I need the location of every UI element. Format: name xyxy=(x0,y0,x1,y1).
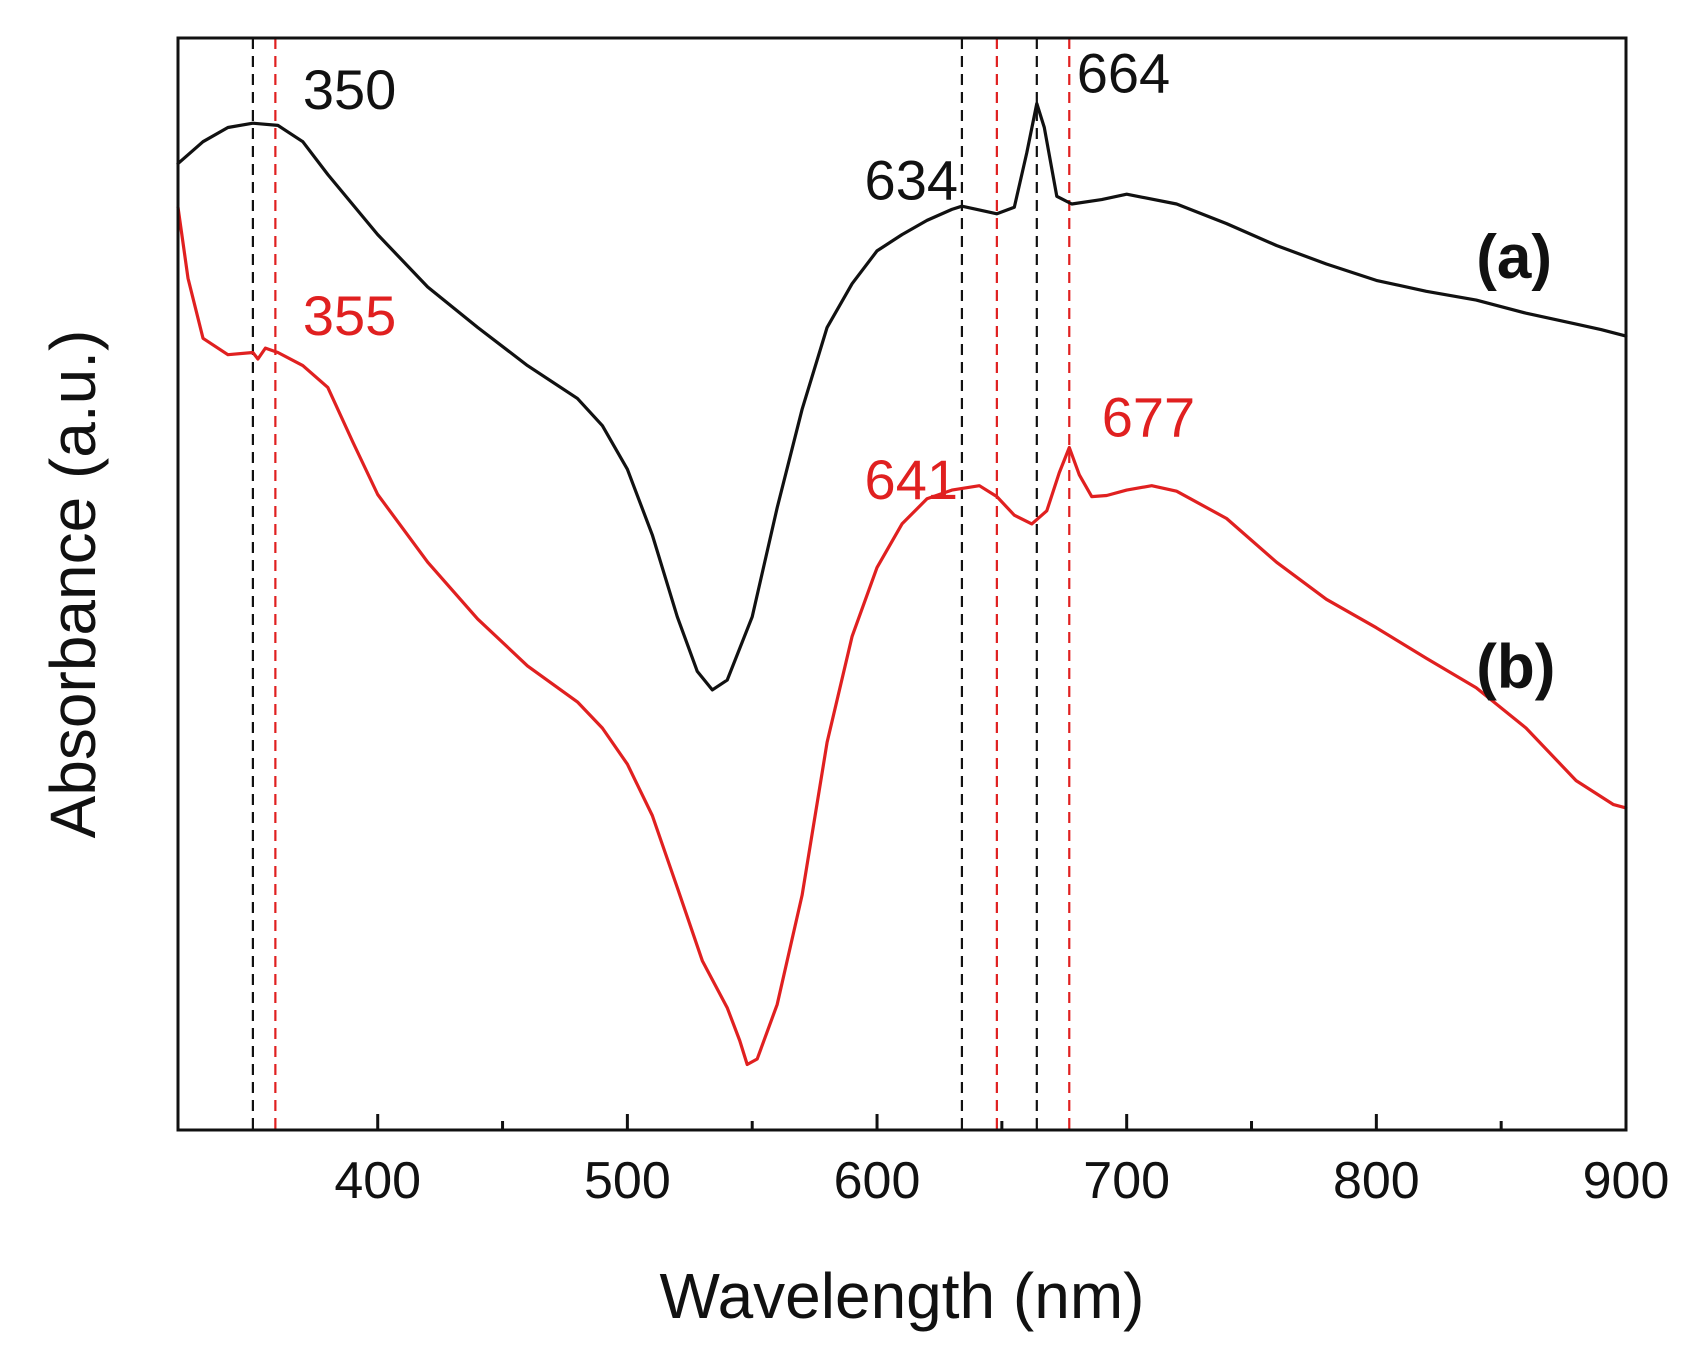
peak-annotations: 350 634 664 355 641 677 xyxy=(303,42,1195,511)
y-axis-title: Absorbance (a.u.) xyxy=(37,330,109,839)
x-axis-title: Wavelength (nm) xyxy=(660,1260,1145,1332)
peak-label-634: 634 xyxy=(865,149,958,212)
reference-lines xyxy=(251,38,1071,1130)
peak-label-664: 664 xyxy=(1077,42,1170,105)
tick-label-500: 500 xyxy=(584,1152,671,1210)
tick-label-700: 700 xyxy=(1083,1152,1170,1210)
spectra-curves xyxy=(176,101,1628,1067)
x-axis-ticks xyxy=(376,1114,1628,1130)
curve-label-b: (b) xyxy=(1476,633,1555,702)
tick-label-600: 600 xyxy=(834,1152,921,1210)
curve-labels: (a) (b) xyxy=(1476,223,1555,702)
tick-label-900: 900 xyxy=(1583,1152,1670,1210)
peak-label-350: 350 xyxy=(303,58,396,121)
x-axis-tick-labels: 400 500 600 700 800 900 xyxy=(334,1152,1669,1210)
peak-label-355: 355 xyxy=(303,284,396,347)
peak-label-641: 641 xyxy=(865,448,958,511)
tick-label-800: 800 xyxy=(1333,1152,1420,1210)
series-line-a xyxy=(176,101,1628,692)
peak-label-677: 677 xyxy=(1102,386,1195,449)
tick-label-400: 400 xyxy=(334,1152,421,1210)
plot-frame xyxy=(176,36,1628,1132)
curve-label-a: (a) xyxy=(1476,223,1552,292)
series-line-b xyxy=(176,205,1628,1067)
